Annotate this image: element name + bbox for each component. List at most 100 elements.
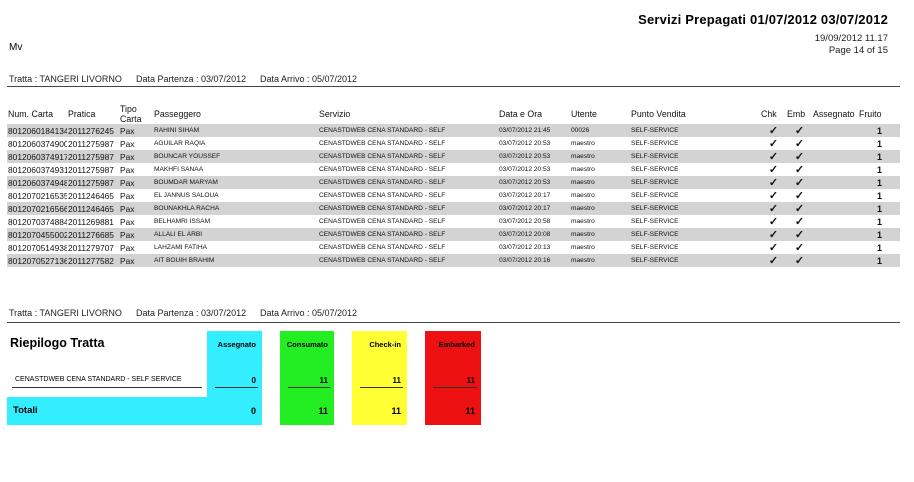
cell-assegnato (812, 137, 858, 150)
embarked-icon: ✓ (786, 228, 812, 241)
cell-passeggero: BOUNCAR YOUSSEF (153, 150, 318, 163)
cell-assegnato (812, 163, 858, 176)
cell-pratica: 2011277582 (67, 254, 119, 267)
cell-tipo-carta: Pax (120, 164, 135, 175)
table-row: 8012070527136 2011277582 Pax AIT BOUIH BRAH… (7, 254, 900, 267)
box-checkin-underline (360, 387, 403, 388)
cell-tipo-carta: Pax (119, 254, 153, 267)
cell-punto-vendita: SELF-SERVICE (631, 244, 679, 251)
box-assegnato: Assegnato 0 0 (207, 331, 262, 425)
printed-at: 19/09/2012 11.17 (814, 33, 888, 44)
cell-fruito: 1 (858, 202, 900, 215)
cell-num-carta: 8012070455002 (7, 228, 67, 241)
cell-data-ora: 03/07/2012 20:58 (499, 218, 551, 225)
cell-utente: maestro (570, 176, 630, 189)
route-name-top: Tratta : TANGERI LIVORNO (9, 74, 122, 84)
cell-punto-vendita: SELF-SERVICE (630, 254, 760, 267)
cell-servizio: CENASTDWEB CENA STANDARD - SELF (318, 228, 498, 241)
box-embarked-value: 11 (466, 376, 475, 385)
cell-punto-vendita: SELF-SERVICE (630, 176, 760, 189)
table-row: 8012060374900 2011275987 Pax AGUILAR RAQIA C… (7, 137, 900, 150)
col-assegnato: Assegnato (813, 109, 855, 119)
box-assegnato-label: Assegnato (217, 340, 256, 349)
col-servizio: Servizio (319, 109, 351, 119)
col-passeggero: Passeggero (154, 109, 201, 119)
cell-passeggero: MAKHFI SANAA (154, 166, 204, 173)
table-row: 8012070216535 2011246465 Pax EL JANNUS SALO… (7, 189, 900, 202)
cell-tipo-carta: Pax (120, 138, 135, 149)
col-utente: Utente (571, 109, 597, 119)
col-punto-vendita: Punto Vendita (631, 109, 686, 119)
cell-tipo-carta: Pax (119, 228, 153, 241)
cell-data-ora: 03/07/2012 20:08 (498, 228, 570, 241)
embarked-icon: ✓ (794, 190, 805, 202)
box-assegnato-total: 0 (250, 406, 256, 416)
cell-utente: maestro (570, 202, 630, 215)
cell-pratica: 2011276245 (67, 124, 119, 137)
box-checkin: Check-in 11 11 (352, 331, 407, 425)
cell-assegnato (812, 215, 858, 228)
box-assegnato-value: 0 (251, 376, 256, 385)
cell-passeggero: EL JANNUS SALOUA (154, 192, 219, 199)
check-in-icon: ✓ (760, 124, 786, 137)
totals-label: Totali (13, 405, 38, 416)
cell-passeggero: ALLALI EL ARBI (153, 228, 318, 241)
cell-assegnato (812, 124, 858, 137)
cell-assegnato (812, 241, 858, 254)
cell-num-carta: 8012070514938 (8, 242, 67, 253)
cell-data-ora: 03/07/2012 20:53 (498, 176, 570, 189)
cell-num-carta: 8012060374917 (7, 150, 67, 163)
summary-service-underline (12, 387, 202, 388)
cell-tipo-carta: Pax (120, 242, 135, 253)
box-consumato-value: 11 (319, 376, 328, 385)
cell-tipo-carta: Pax (120, 216, 135, 227)
embarked-icon: ✓ (786, 202, 812, 215)
cell-num-carta: 8012060374931 (8, 164, 67, 175)
embarked-icon: ✓ (786, 124, 812, 137)
page-number: Page 14 of 15 (828, 45, 888, 56)
cell-punto-vendita: SELF-SERVICE (631, 140, 679, 147)
box-embarked: Embarked 11 11 (425, 331, 481, 425)
cell-num-carta: 8012060374948 (7, 176, 67, 189)
cell-fruito: 1 (876, 216, 882, 227)
table-row: 8012060184134 2011276245 Pax RAHINI SIHAM CE… (7, 124, 900, 137)
cell-data-ora: 03/07/2012 20:17 (498, 202, 570, 215)
box-checkin-total: 11 (391, 406, 401, 416)
cell-utente: maestro (570, 228, 630, 241)
cell-utente: maestro (570, 150, 630, 163)
mv-label: Mv (9, 42, 23, 53)
box-consumato-label: Consumato (286, 340, 328, 349)
cell-tipo-carta: Pax (119, 202, 153, 215)
embarked-icon: ✓ (786, 176, 812, 189)
table-row: 8012070514938 2011279707 Pax LAHZAMI FATIHA… (7, 241, 900, 254)
cell-data-ora: 03/07/2012 20:53 (498, 150, 570, 163)
cell-punto-vendita: SELF-SERVICE (631, 192, 679, 199)
check-in-icon: ✓ (760, 202, 786, 215)
cell-passeggero: RAHINI SIHAM (153, 124, 318, 137)
embarked-icon: ✓ (794, 242, 805, 254)
cell-data-ora: 03/07/2012 20:53 (499, 166, 551, 173)
departure-date-top: Data Partenza : 03/07/2012 (136, 74, 247, 84)
cell-passeggero: BELHAMRI ISSAM (154, 218, 211, 225)
check-in-icon: ✓ (768, 242, 779, 254)
cell-pratica: 2011279707 (68, 242, 114, 253)
col-tipo-carta: Tipo Carta (120, 104, 142, 124)
cell-fruito: 1 (876, 164, 882, 175)
embarked-icon: ✓ (794, 164, 805, 176)
cell-servizio: CENASTDWEB CENA STANDARD - SELF (318, 176, 498, 189)
cell-pratica: 2011276685 (67, 228, 119, 241)
cell-assegnato (812, 202, 858, 215)
col-fruito: Fruito (859, 109, 882, 119)
box-assegnato-underline (215, 387, 258, 388)
table-row: 8012060374931 2011275987 Pax MAKHFI SANAA CE… (7, 163, 900, 176)
cell-punto-vendita: SELF-SERVICE (630, 124, 760, 137)
cell-passeggero: AIT BOUIH BRAHIM (153, 254, 318, 267)
summary-title: Riepilogo Tratta (10, 336, 105, 350)
totals-bar: Totali (7, 397, 209, 425)
cell-utente: maestro (571, 244, 595, 251)
col-pratica: Pratica (68, 109, 96, 119)
table-row: 8012060374917 2011275987 Pax BOUNCAR YOUSSE… (7, 150, 900, 163)
check-in-icon: ✓ (768, 138, 779, 150)
box-consumato-underline (288, 387, 330, 388)
cell-fruito: 1 (876, 138, 882, 149)
